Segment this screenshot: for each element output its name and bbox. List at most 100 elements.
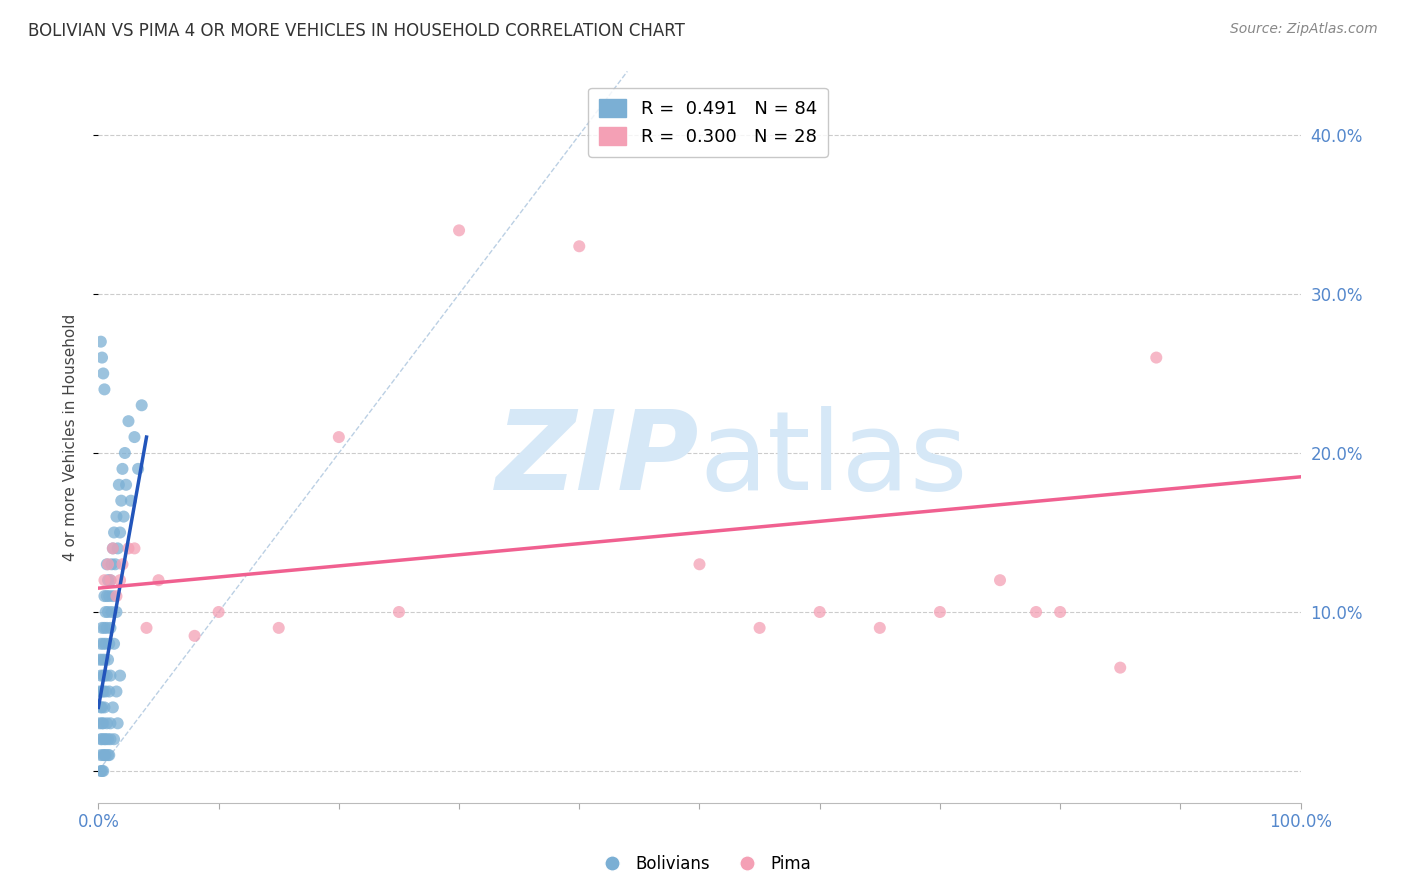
Point: [988, 573, 1011, 587]
Point: [90, 748, 112, 763]
Point: [91, 367, 114, 381]
Point: [93, 700, 115, 714]
Point: [97, 573, 120, 587]
Point: [108, 477, 131, 491]
Point: [120, 493, 142, 508]
Point: [91, 351, 114, 365]
Point: [93, 653, 115, 667]
Point: [447, 223, 470, 237]
Point: [93, 668, 115, 682]
Point: [103, 732, 125, 747]
Point: [100, 621, 122, 635]
Point: [124, 430, 146, 444]
Point: [108, 525, 131, 540]
Point: [267, 621, 290, 635]
Point: [90, 700, 112, 714]
Point: [91, 764, 114, 778]
Point: [90, 764, 112, 778]
Text: BOLIVIAN VS PIMA 4 OR MORE VEHICLES IN HOUSEHOLD CORRELATION CHART: BOLIVIAN VS PIMA 4 OR MORE VEHICLES IN H…: [28, 22, 685, 40]
Point: [107, 541, 129, 556]
Point: [131, 398, 153, 412]
Point: [105, 589, 128, 603]
Point: [97, 558, 120, 572]
Point: [108, 668, 131, 682]
Point: [91, 653, 114, 667]
Point: [105, 605, 128, 619]
Text: ZIP: ZIP: [496, 406, 700, 513]
Point: [112, 509, 135, 524]
Point: [117, 541, 139, 556]
Point: [100, 573, 122, 587]
Point: [104, 558, 127, 572]
Point: [91, 668, 114, 682]
Point: [90, 732, 112, 747]
Point: [94, 748, 117, 763]
Point: [91, 684, 114, 698]
Point: [91, 637, 114, 651]
Point: [93, 573, 115, 587]
Point: [94, 732, 117, 747]
Point: [93, 383, 115, 397]
Point: [94, 637, 117, 651]
Point: [928, 605, 950, 619]
Point: [100, 668, 122, 682]
Point: [91, 732, 114, 747]
Point: [93, 732, 115, 747]
Point: [1049, 605, 1071, 619]
Point: [689, 558, 711, 572]
Point: [208, 605, 231, 619]
Point: [1144, 351, 1167, 365]
Point: [89, 716, 111, 731]
Point: [100, 558, 122, 572]
Point: [115, 477, 138, 491]
Point: [96, 716, 118, 731]
Point: [101, 589, 124, 603]
Point: [108, 573, 131, 587]
Point: [91, 764, 114, 778]
Point: [93, 589, 115, 603]
Point: [808, 605, 831, 619]
Point: [90, 334, 112, 349]
Point: [93, 621, 115, 635]
Point: [89, 684, 111, 698]
Point: [91, 716, 114, 731]
Point: [105, 509, 128, 524]
Point: [96, 589, 118, 603]
Point: [90, 668, 112, 682]
Text: Source: ZipAtlas.com: Source: ZipAtlas.com: [1230, 22, 1378, 37]
Point: [98, 589, 121, 603]
Point: [100, 573, 122, 587]
Point: [96, 668, 118, 682]
Point: [96, 558, 118, 572]
Point: [1025, 605, 1047, 619]
Point: [98, 748, 121, 763]
Point: [1109, 660, 1132, 674]
Point: [97, 653, 120, 667]
Point: [93, 748, 115, 763]
Point: [328, 430, 350, 444]
Point: [101, 541, 124, 556]
Point: [101, 700, 124, 714]
Point: [96, 621, 118, 635]
Legend: R =  0.491   N = 84, R =  0.300   N = 28: R = 0.491 N = 84, R = 0.300 N = 28: [588, 87, 828, 157]
Point: [91, 621, 114, 635]
Point: [148, 573, 170, 587]
Point: [91, 684, 114, 698]
Point: [388, 605, 411, 619]
Point: [98, 684, 121, 698]
Point: [91, 748, 114, 763]
Point: [97, 732, 120, 747]
Point: [97, 748, 120, 763]
Point: [124, 541, 146, 556]
Point: [90, 637, 112, 651]
Point: [98, 637, 121, 651]
Point: [91, 716, 114, 731]
Point: [94, 684, 117, 698]
Point: [127, 462, 149, 476]
Point: [100, 605, 122, 619]
Point: [101, 541, 124, 556]
Point: [100, 716, 122, 731]
Text: atlas: atlas: [700, 406, 967, 513]
Legend: Bolivians, Pima: Bolivians, Pima: [589, 848, 817, 880]
Point: [114, 446, 136, 460]
